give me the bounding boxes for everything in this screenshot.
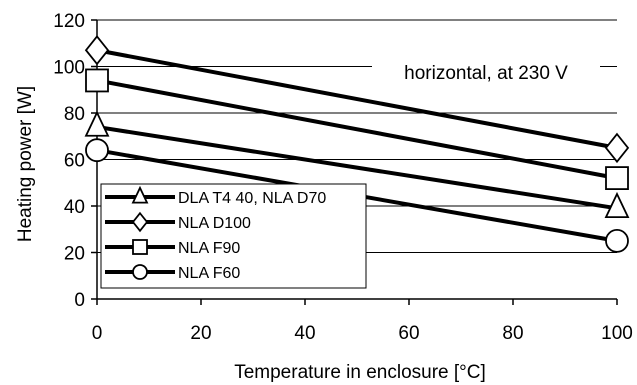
- series-3-point-1: [605, 228, 629, 253]
- series-line-1: [96, 48, 618, 150]
- legend: DLA T4 40, NLA D70 NLA D100 NLA F90 NLA F60: [100, 183, 367, 289]
- y-tick-label-2: 40: [64, 197, 85, 218]
- legend-label-0: DLA T4 40, NLA D70: [178, 190, 326, 207]
- series-1-point-1: [604, 132, 630, 164]
- series-2-point-1: [605, 166, 629, 191]
- y-tick-label-5: 100: [53, 58, 85, 79]
- annotation-text: horizontal, at 230 V: [404, 63, 568, 84]
- x-tick-label-4: 80: [502, 323, 523, 344]
- legend-marker-1: [131, 211, 149, 233]
- series-line-2: [96, 78, 618, 181]
- legend-label-1: NLA D100: [178, 215, 251, 232]
- legend-marker-0: [131, 185, 149, 204]
- legend-label-2: NLA F90: [178, 240, 240, 257]
- series-0-point-0: [84, 110, 110, 137]
- y-axis-label: Heating power [W]: [15, 86, 36, 242]
- y-tick-label-1: 20: [64, 244, 85, 265]
- y-tick-label-4: 80: [64, 104, 85, 125]
- x-tick-label-3: 60: [398, 323, 419, 344]
- legend-marker-3: [132, 264, 148, 280]
- y-tick-label-3: 60: [64, 151, 85, 172]
- series-line-0: [96, 124, 618, 211]
- y-tick-label-6: 120: [53, 11, 85, 32]
- y-tick-labels: 0 20 40 60 80 100 120: [53, 11, 85, 311]
- x-tick-label-5: 100: [601, 323, 633, 344]
- x-tick-labels: 0 20 40 60 80 100: [92, 323, 633, 344]
- x-tick-label-0: 0: [92, 323, 103, 344]
- series-1-point-0: [84, 35, 110, 66]
- series-2-point-0: [85, 68, 109, 93]
- legend-label-3: NLA F60: [178, 265, 240, 282]
- series-0-point-1: [604, 191, 630, 219]
- y-tick-label-0: 0: [74, 290, 85, 311]
- x-axis-label: Temperature in enclosure [°C]: [234, 362, 486, 383]
- series-markers: [84, 35, 630, 253]
- x-tick-label-2: 40: [294, 323, 315, 344]
- legend-marker-2: [132, 239, 148, 255]
- x-tick-label-1: 20: [190, 323, 211, 344]
- annotation-box: [372, 56, 600, 88]
- series-3-point-0: [85, 138, 109, 163]
